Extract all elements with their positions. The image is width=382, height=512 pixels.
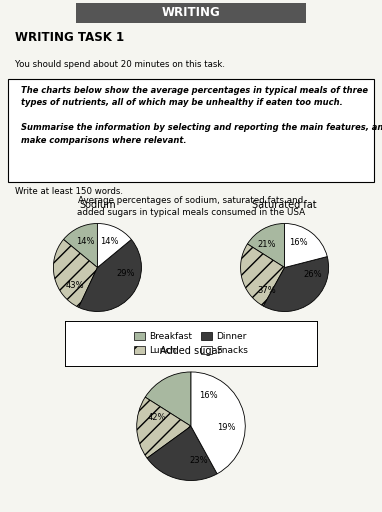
Text: The charts below show the average percentages in typical meals of three
types of: The charts below show the average percen… [21,86,382,144]
Wedge shape [263,257,329,311]
Text: WRITING: WRITING [162,6,220,19]
Wedge shape [191,372,245,474]
Text: 21%: 21% [258,241,276,249]
Wedge shape [97,223,131,267]
Text: 43%: 43% [65,281,84,290]
Text: 14%: 14% [76,237,94,246]
Text: Average percentages of sodium, saturated fats and
added sugars in typical meals : Average percentages of sodium, saturated… [77,196,305,218]
Title: Sodium: Sodium [79,200,116,210]
Text: 29%: 29% [116,269,134,278]
Wedge shape [79,240,141,311]
Text: 16%: 16% [199,391,217,400]
Title: Saturated fat: Saturated fat [252,200,317,210]
Text: 19%: 19% [217,423,236,432]
Wedge shape [241,244,285,306]
Wedge shape [145,372,191,426]
Text: 37%: 37% [258,286,277,294]
Wedge shape [63,223,97,267]
Title: Added sugar: Added sugar [160,346,222,356]
Wedge shape [53,240,97,307]
Text: You should spend about 20 minutes on this task.: You should spend about 20 minutes on thi… [15,60,225,69]
Legend: Breakfast, Lunch, Dinner, Snacks: Breakfast, Lunch, Dinner, Snacks [130,329,252,358]
Text: 14%: 14% [100,237,119,246]
Wedge shape [248,223,285,267]
Text: WRITING TASK 1: WRITING TASK 1 [15,31,125,44]
Text: 26%: 26% [303,270,322,279]
Text: 42%: 42% [147,413,166,422]
Text: 23%: 23% [189,456,208,465]
Text: Write at least 150 words.: Write at least 150 words. [15,187,123,196]
Wedge shape [285,223,327,267]
Text: 16%: 16% [289,238,308,247]
Wedge shape [147,426,217,480]
Wedge shape [137,397,191,458]
FancyBboxPatch shape [8,79,374,182]
